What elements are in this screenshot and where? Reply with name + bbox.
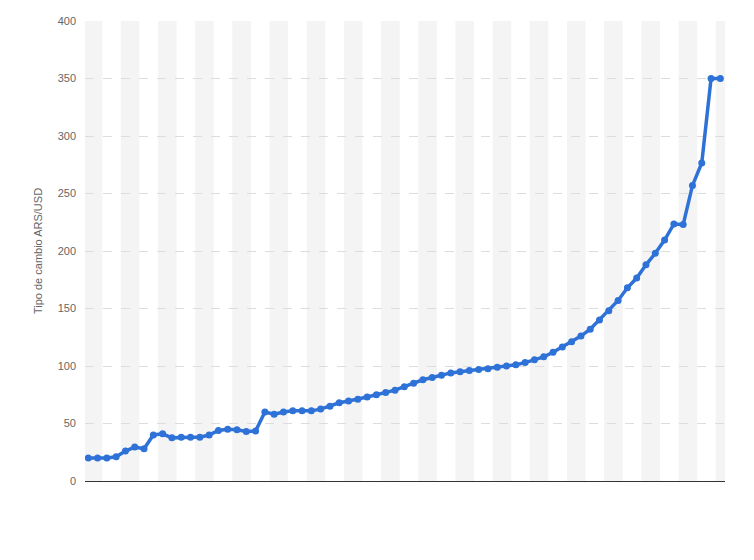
svg-text:300: 300 [58,130,76,142]
svg-text:50: 50 [64,417,76,429]
svg-text:0: 0 [70,475,76,487]
svg-text:100: 100 [58,360,76,372]
svg-text:400: 400 [58,15,76,27]
svg-text:200: 200 [58,245,76,257]
svg-text:150: 150 [58,302,76,314]
svg-text:250: 250 [58,187,76,199]
svg-text:350: 350 [58,72,76,84]
svg-text:Tipo de cambio ARS/USD: Tipo de cambio ARS/USD [32,188,44,314]
